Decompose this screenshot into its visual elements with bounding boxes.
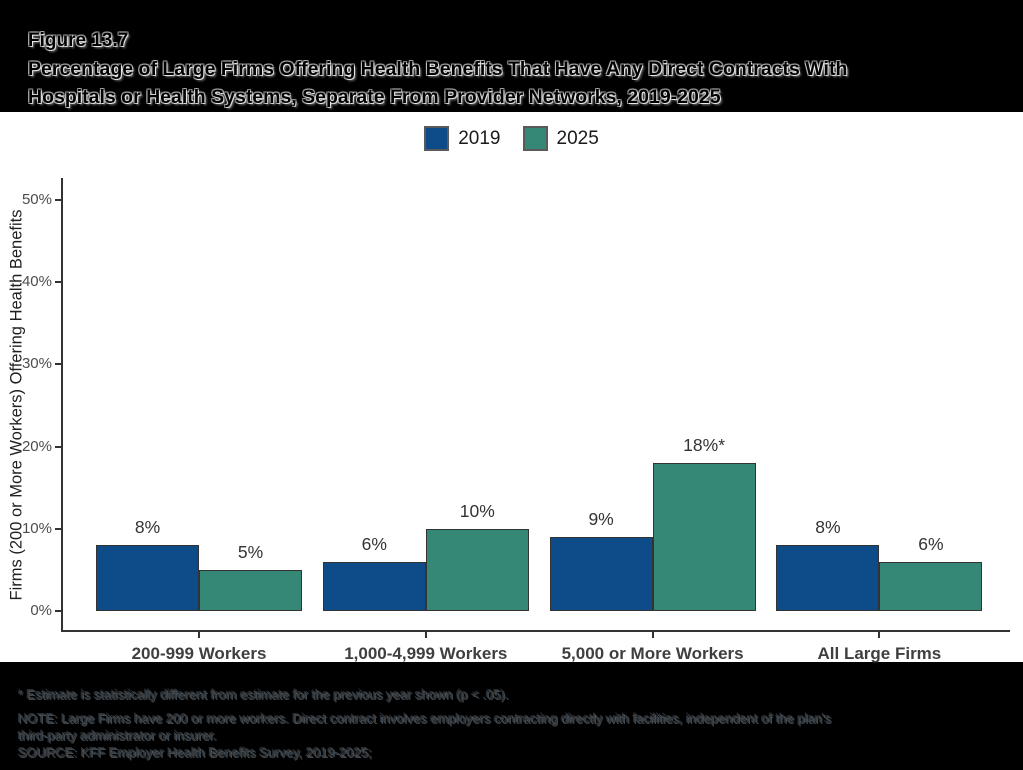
x-axis-label-200-999-workers: 200-999 Workers bbox=[131, 644, 267, 663]
figure-number: Figure 13.7 bbox=[28, 30, 129, 51]
legend-label-2019: 2019 bbox=[458, 127, 501, 149]
x-tick-mark-200-999-workers bbox=[198, 632, 200, 638]
y-tick-label-40%: 40% bbox=[21, 273, 52, 291]
y-tick-mark-40% bbox=[55, 281, 61, 284]
bar-2025-200-999-workers bbox=[199, 569, 302, 611]
y-tick-mark-50% bbox=[55, 199, 61, 201]
bar-2019-200-999-workers bbox=[96, 545, 199, 611]
y-tick-label-20%: 20% bbox=[21, 437, 52, 455]
bar-2025-5-000-or-more-workers bbox=[652, 463, 756, 611]
legend-item-2025: 2025 bbox=[522, 126, 599, 151]
x-axis-label-1-000-4-999-workers: 1,000-4,999 Workers bbox=[344, 644, 508, 663]
bar-value-2019-200-999-workers: 8% bbox=[134, 517, 161, 538]
y-tick-label-10%: 10% bbox=[21, 519, 52, 537]
bar-value-2025-5-000-or-more-workers: 18%* bbox=[683, 435, 726, 456]
y-tick-mark-10% bbox=[55, 527, 61, 530]
y-tick-mark-20% bbox=[55, 445, 61, 448]
bar-2025-1-000-4-999-workers bbox=[425, 528, 529, 611]
footnote-note-line-2: third-party administrator or insurer. bbox=[18, 728, 217, 743]
legend-item-2019: 2019 bbox=[424, 126, 501, 151]
bar-value-2019-5-000-or-more-workers: 9% bbox=[588, 509, 614, 530]
y-axis-title: Firms (200 or More Workers) Offering Hea… bbox=[7, 209, 26, 601]
y-tick-mark-0% bbox=[55, 610, 61, 612]
bar-2019-all-large-firms bbox=[776, 545, 880, 611]
footnote-note-line-1: NOTE: Large Firms have 200 or more worke… bbox=[18, 711, 832, 726]
footnote-significance: * Estimate is statistically different fr… bbox=[18, 687, 509, 702]
chart-legend: 2019 2025 bbox=[0, 126, 1023, 151]
bar-value-2019-all-large-firms: 8% bbox=[815, 517, 841, 538]
bar-value-2025-200-999-workers: 5% bbox=[237, 541, 264, 562]
figure-title-line-1: Percentage of Large Firms Offering Healt… bbox=[28, 58, 848, 80]
footnote-source: SOURCE: KFF Employer Health Benefits Sur… bbox=[18, 745, 372, 760]
bar-2019-5-000-or-more-workers bbox=[549, 537, 653, 611]
bar-value-2025-1-000-4-999-workers: 10% bbox=[459, 500, 495, 521]
legend-label-2025: 2025 bbox=[556, 127, 599, 149]
y-tick-label-0%: 0% bbox=[30, 602, 52, 619]
figure-title-line-2: Hospitals or Health Systems, Separate Fr… bbox=[28, 86, 721, 108]
y-tick-mark-30% bbox=[55, 363, 61, 366]
x-tick-mark-all-large-firms bbox=[878, 632, 881, 638]
y-axis-line bbox=[61, 178, 63, 632]
y-tick-label-50%: 50% bbox=[21, 191, 52, 208]
x-axis-label-5-000-or-more-workers: 5,000 or More Workers bbox=[561, 644, 744, 663]
x-axis-line bbox=[61, 630, 1010, 632]
legend-swatch-2025 bbox=[522, 126, 548, 151]
bar-value-2019-1-000-4-999-workers: 6% bbox=[361, 533, 387, 554]
bar-2025-all-large-firms bbox=[879, 561, 983, 611]
chart-panel: 2019 2025 Firms (200 or More Workers) Of… bbox=[0, 112, 1023, 663]
bar-2019-1-000-4-999-workers bbox=[322, 561, 426, 611]
x-axis-label-all-large-firms: All Large Firms bbox=[817, 644, 942, 663]
x-tick-mark-1-000-4-999-workers bbox=[424, 632, 427, 638]
y-tick-label-30%: 30% bbox=[21, 355, 52, 373]
bar-value-2025-all-large-firms: 6% bbox=[918, 533, 944, 554]
x-tick-mark-5-000-or-more-workers bbox=[651, 632, 654, 638]
legend-swatch-2019 bbox=[424, 126, 450, 151]
